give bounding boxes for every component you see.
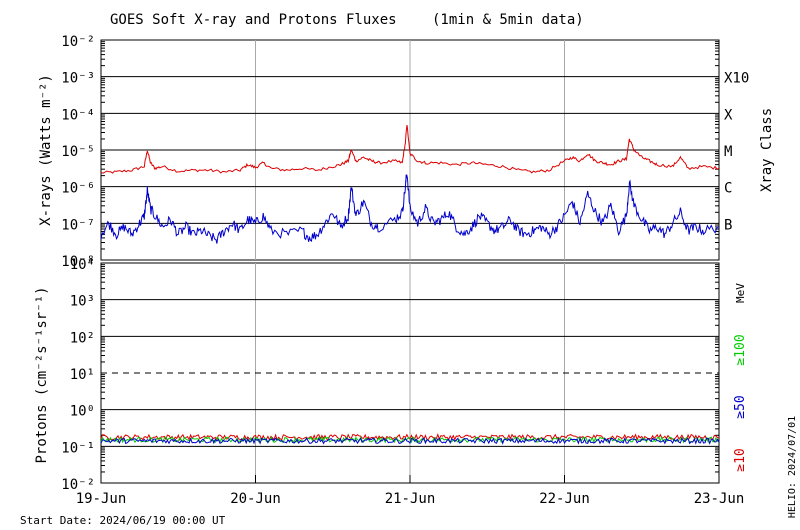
proton-series: [100, 433, 720, 445]
xray-class-label: B: [724, 217, 732, 233]
x-tick-labels: 19-Jun 20-Jun 21-Jun 22-Jun 23-Jun: [76, 475, 745, 507]
xray-class-axis-label: Xray Class: [759, 108, 775, 192]
proton-y-tick-label: 10⁻¹: [61, 440, 95, 456]
proton-y-tick-label: 10⁴: [70, 257, 95, 273]
xray-series: [100, 124, 720, 244]
chart-subtitle: (1min & 5min data): [432, 12, 584, 28]
proton-y-tick-label: 10²: [70, 330, 95, 346]
xray-series-line-0: [100, 124, 720, 174]
proton-grid: [101, 263, 719, 483]
xray-class-label: X: [724, 107, 733, 123]
proton-energy-label: ≥100: [733, 334, 748, 365]
xray-series-line-1: [100, 173, 720, 244]
xray-y-tick-label: 10⁻⁴: [61, 107, 95, 123]
proton-series-line-2: [100, 436, 720, 445]
xray-y-tick-label: 10⁻⁶: [61, 181, 95, 197]
xray-y-tick-label: 10⁻²: [61, 34, 95, 50]
proton-y-tick-labels: 10⁴ 10³ 10² 10¹ 10⁰ 10⁻¹ 10⁻²: [61, 257, 95, 493]
x-tick-label: 19-Jun: [76, 491, 127, 507]
xray-class-label: X10: [724, 71, 749, 87]
xray-y-tick-label: 10⁻³: [61, 71, 95, 87]
xray-class-labels: X10 X M C B: [724, 71, 749, 234]
start-date-label: Start Date: 2024/06/19 00:00 UT: [20, 514, 226, 527]
xray-class-label: C: [724, 181, 732, 197]
proton-energy-label: ≥10: [733, 448, 748, 471]
proton-y-axis-label: Protons (cm⁻²s⁻¹sr⁻¹): [34, 286, 50, 463]
xray-y-tick-label: 10⁻⁷: [61, 217, 95, 233]
xray-y-tick-label: 10⁻⁸: [61, 254, 95, 270]
proton-y-tick-label: 10⁻²: [61, 477, 95, 493]
xray-y-tick-label: 10⁻⁵: [61, 144, 95, 160]
xray-y-tick-labels: 10⁻² 10⁻³ 10⁻⁴ 10⁻⁵ 10⁻⁶ 10⁻⁷ 10⁻⁸: [61, 34, 95, 270]
proton-unit-label: MeV: [734, 283, 747, 303]
proton-energy-label: ≥50: [733, 395, 748, 418]
proton-y-tick-label: 10¹: [70, 367, 95, 383]
x-tick-label: 22-Jun: [539, 491, 590, 507]
proton-y-tick-label: 10³: [70, 294, 95, 310]
proton-y-tick-label: 10⁰: [70, 404, 95, 420]
xray-panel: 10⁻² 10⁻³ 10⁻⁴ 10⁻⁵ 10⁻⁶ 10⁻⁷ 10⁻⁸ X10 X M C B X-r…: [38, 34, 775, 270]
x-tick-label: 23-Jun: [694, 491, 745, 507]
xray-y-axis-label: X-rays (Watts m⁻²): [38, 74, 54, 226]
proton-energy-labels: ≥100 ≥50 ≥10: [733, 334, 748, 471]
proton-panel: 10⁴ 10³ 10² 10¹ 10⁰ 10⁻¹ 10⁻² Protons (cm⁻²s⁻¹…: [34, 257, 748, 493]
x-tick-label: 20-Jun: [230, 491, 281, 507]
xray-class-label: M: [724, 144, 732, 160]
chart-title: GOES Soft X-ray and Protons Fluxes: [110, 12, 397, 28]
helio-watermark: HELIO: 2024/07/01: [787, 416, 798, 518]
x-tick-label: 21-Jun: [385, 491, 436, 507]
